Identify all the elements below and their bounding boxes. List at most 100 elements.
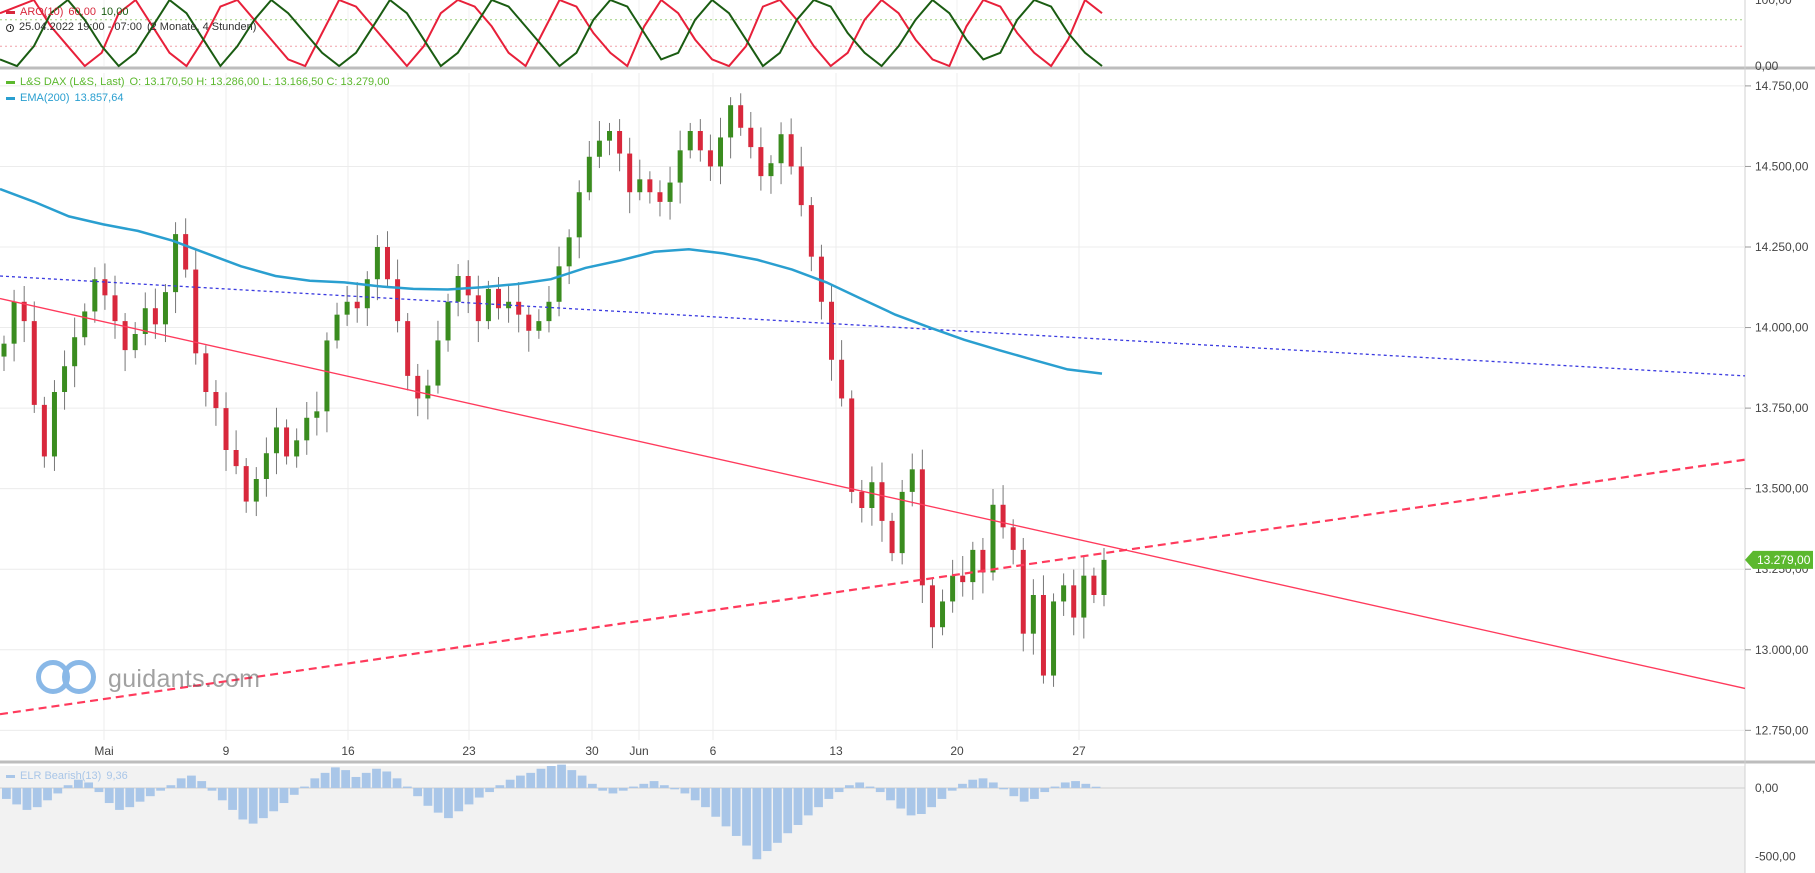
elr-bar: [402, 786, 412, 788]
candle-body: [657, 192, 663, 202]
candle-body: [294, 440, 300, 457]
candle-body: [859, 491, 865, 508]
elr-swatch: [6, 775, 15, 778]
instrument-name: L&S DAX (L&S, Last): [20, 76, 125, 88]
elr-bar: [988, 782, 998, 788]
elr-bar: [279, 787, 289, 804]
x-tick-label: 30: [585, 744, 599, 758]
elr-bar: [464, 787, 474, 805]
elr-bar: [1060, 782, 1070, 788]
elr-bar: [670, 787, 680, 790]
candle-body: [697, 131, 703, 151]
candle-body: [183, 234, 189, 270]
candle-body: [899, 491, 905, 554]
last-price-label: 13.279,00: [1757, 553, 1811, 567]
candle-body: [152, 308, 158, 325]
candle-body: [41, 404, 47, 457]
elr-bar: [300, 786, 309, 788]
candle-body: [384, 247, 390, 280]
x-tick-label: Mai: [94, 744, 113, 758]
candle-body: [788, 134, 794, 167]
elr-bar: [598, 787, 608, 791]
candle-body: [707, 150, 713, 167]
candle-body: [617, 131, 623, 154]
candle-body: [1051, 601, 1057, 676]
candle-body: [1071, 585, 1077, 618]
elr-bar: [711, 787, 721, 817]
aro-y-tick-label: 0,00: [1755, 59, 1779, 73]
guidants-logo-icon: [36, 660, 98, 698]
elr-bar: [875, 787, 885, 793]
elr-bar: [1091, 786, 1101, 788]
elr-bar: [824, 787, 834, 799]
elr-bar: [896, 787, 906, 809]
candle-body: [909, 469, 915, 492]
candle-body: [768, 163, 774, 177]
candle-body: [324, 340, 330, 412]
clock-icon: [6, 23, 14, 32]
candle-body: [879, 482, 885, 521]
candle-body: [1010, 527, 1016, 550]
elr-bar: [916, 787, 926, 815]
candle-body: [132, 334, 138, 351]
elr-bar: [1040, 787, 1050, 793]
candle-body: [1040, 595, 1046, 676]
elr-bar: [474, 787, 484, 798]
elr-y-tick-label: 0,00: [1755, 781, 1779, 795]
y-tick-label: 14.500,00: [1755, 159, 1809, 173]
elr-bar: [53, 787, 63, 794]
candle-body: [203, 353, 209, 392]
candle-body: [31, 321, 37, 405]
elr-name: ELR Bearish(13): [20, 770, 102, 782]
elr-bar: [731, 787, 741, 836]
elr-bar: [207, 787, 217, 791]
elr-bar: [608, 787, 618, 794]
candle-body: [808, 205, 814, 257]
candle-body: [950, 575, 956, 602]
elr-bar: [145, 787, 155, 797]
dashed-trend-line: [0, 458, 1746, 716]
ema-line: [0, 187, 1103, 375]
elr-bar: [618, 787, 628, 791]
y-tick-label: 13.750,00: [1755, 401, 1809, 415]
candle-body: [839, 359, 845, 399]
candle-body: [516, 301, 522, 315]
candle-body: [284, 427, 290, 457]
x-tick-label: 16: [341, 744, 355, 758]
y-tick-label: 14.250,00: [1755, 240, 1809, 254]
candle-body: [112, 295, 118, 322]
candle-body: [1061, 585, 1067, 602]
elr-bar: [176, 778, 186, 788]
candle-body: [919, 469, 925, 586]
elr-bar: [557, 764, 566, 788]
elr-bar: [742, 787, 751, 846]
x-tick-label: 27: [1072, 744, 1086, 758]
candle-body: [970, 549, 976, 583]
elr-bar: [793, 787, 803, 825]
candle-body: [405, 321, 411, 376]
x-tick-label: 9: [223, 744, 230, 758]
elr-legend: ELR Bearish(13) 9,36: [6, 770, 128, 783]
elr-bar: [12, 787, 22, 805]
elr-bar: [906, 787, 916, 816]
candle-body: [738, 105, 744, 128]
elr-bar: [937, 787, 947, 799]
candle-body: [586, 156, 592, 193]
candle-body: [1030, 595, 1036, 634]
candle-body: [354, 301, 360, 309]
candle-body: [122, 321, 128, 351]
elr-bar: [690, 787, 700, 801]
x-tick-label: 13: [829, 744, 843, 758]
elr-bar: [341, 770, 351, 788]
elr-bar: [803, 787, 813, 816]
candle-body: [334, 314, 340, 341]
candle-body: [11, 301, 17, 344]
elr-bar: [516, 775, 525, 788]
candle-body: [798, 166, 804, 206]
elr-bar: [968, 779, 978, 788]
candle-body: [465, 276, 471, 296]
timeframe-legend: 25.04.2022 19:00 - 07:00 (2 Monate, 4 St…: [6, 21, 256, 34]
last-price-badge: [1745, 550, 1813, 569]
candle-body: [687, 131, 693, 151]
elr-bar: [886, 787, 895, 801]
